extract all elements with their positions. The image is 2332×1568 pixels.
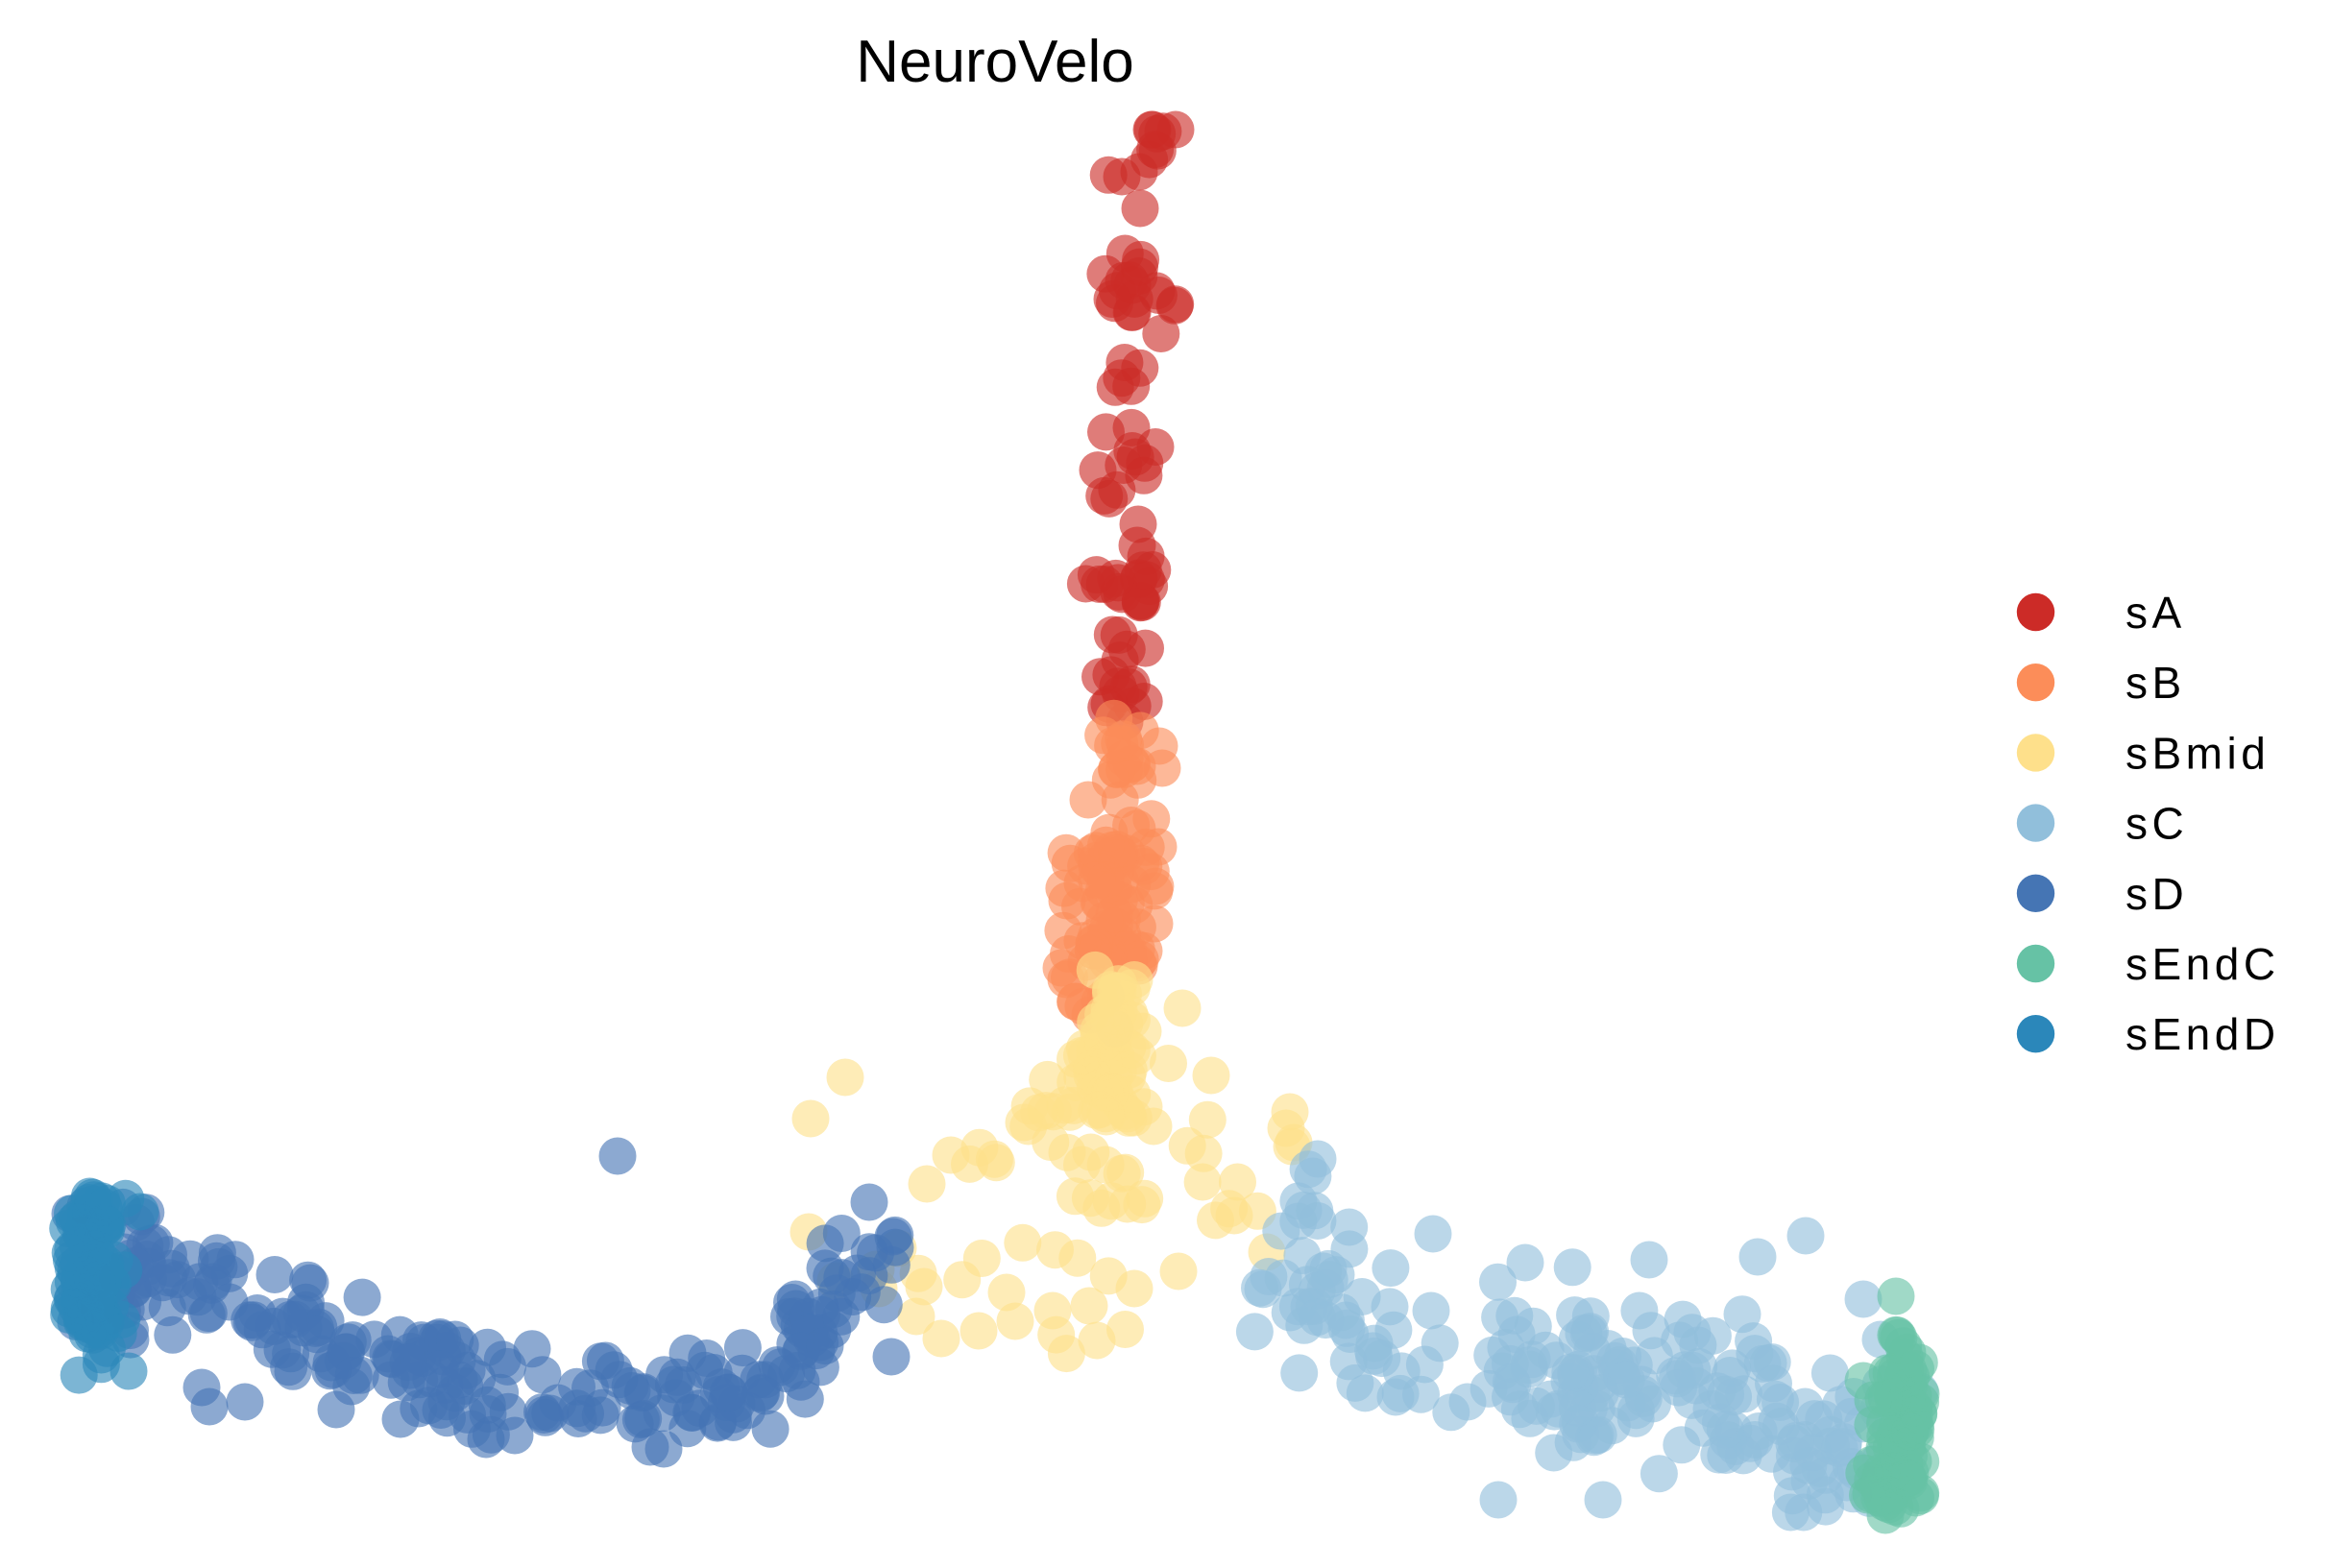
svg-text:NeuroVelo: NeuroVelo	[856, 29, 1134, 95]
svg-text:sB: sB	[2126, 658, 2186, 708]
svg-text:sC: sC	[2126, 799, 2188, 849]
svg-text:sEndD: sEndD	[2126, 1009, 2280, 1059]
svg-text:sEndC: sEndC	[2126, 939, 2280, 989]
svg-text:sA: sA	[2126, 588, 2186, 638]
svg-text:sBmid: sBmid	[2126, 728, 2270, 778]
svg-text:sD: sD	[2126, 869, 2188, 919]
